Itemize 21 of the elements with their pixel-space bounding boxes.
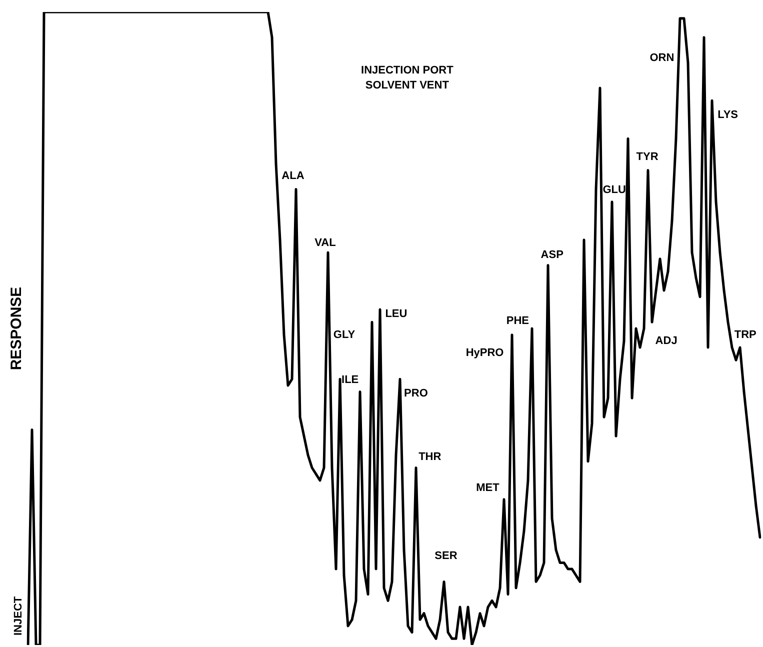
- annotation: INJECTION PORT SOLVENT VENT: [361, 64, 454, 92]
- annotation: TYR: [636, 150, 658, 163]
- annotation: ASP: [540, 249, 564, 262]
- annotation: LYS: [718, 109, 738, 122]
- annotation: THR: [418, 451, 442, 464]
- text: INJECT: [12, 596, 25, 636]
- annotation: LEU: [385, 308, 408, 320]
- annotation: VAL: [314, 237, 336, 250]
- annotation: PHE: [506, 314, 530, 327]
- annotation: MET: [476, 482, 500, 494]
- annotation: ALA: [282, 170, 304, 182]
- annotation: GLY: [333, 328, 356, 341]
- annotation: ADJ: [655, 335, 678, 348]
- y-axis-title: RESPONSE: [8, 286, 26, 370]
- annotation: GLU: [602, 184, 626, 196]
- annotation: TRP: [734, 328, 756, 341]
- annotation: ORN: [650, 52, 674, 64]
- annotation: HyPRO: [466, 347, 504, 360]
- annotation: SER: [434, 550, 458, 562]
- annotation: ILE: [342, 374, 359, 386]
- annotation: PRO: [404, 388, 428, 400]
